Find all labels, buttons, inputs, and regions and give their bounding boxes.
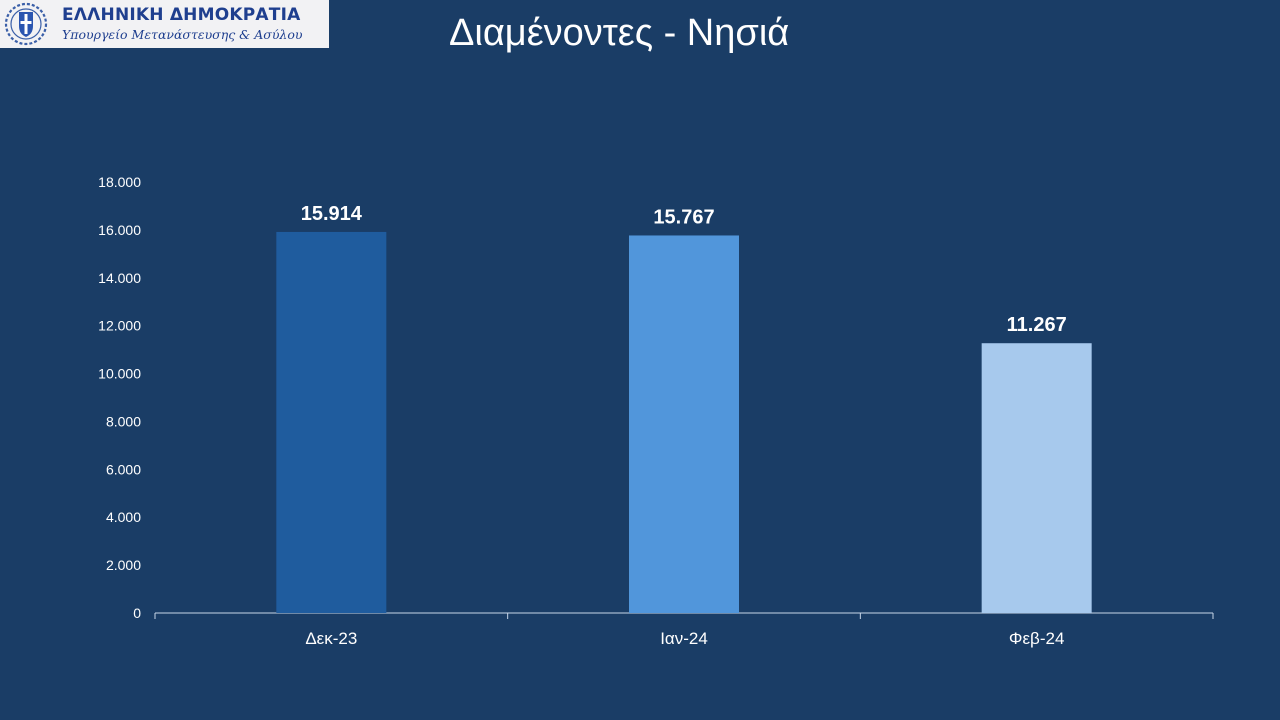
logo-subtitle: Υπουργείο Μετανάστευσης & Ασύλου [62,27,303,42]
y-tick-label: 0 [133,605,141,621]
data-label: 15.767 [653,206,714,228]
y-tick-label: 6.000 [106,461,141,477]
y-tick-label: 14.000 [98,270,141,286]
y-tick-label: 10.000 [98,366,141,382]
logo-title: ΕΛΛΗΝΙΚΗ ΔΗΜΟΚΡΑΤΙΑ [62,5,301,25]
data-label: 15.914 [301,203,363,225]
y-tick-label: 4.000 [106,509,141,525]
y-tick-label: 12.000 [98,318,141,334]
y-tick-label: 18.000 [98,174,141,190]
page-title: Διαμένοντες - Νησιά [449,12,790,54]
x-tick-label: Ιαν-24 [660,629,708,648]
x-tick-label: Δεκ-23 [305,629,357,648]
x-tick-label: Φεβ-24 [1009,629,1065,648]
bar [276,231,387,613]
y-tick-label: 2.000 [106,557,141,573]
greek-emblem-icon [4,2,48,46]
data-label: 11.267 [1007,314,1067,336]
bar [981,343,1092,613]
y-tick-label: 8.000 [106,413,141,429]
bar [629,235,739,613]
y-tick-label: 16.000 [98,222,141,238]
ministry-logo: ΕΛΛΗΝΙΚΗ ΔΗΜΟΚΡΑΤΙΑ Υπουργείο Μετανάστευ… [0,0,329,48]
